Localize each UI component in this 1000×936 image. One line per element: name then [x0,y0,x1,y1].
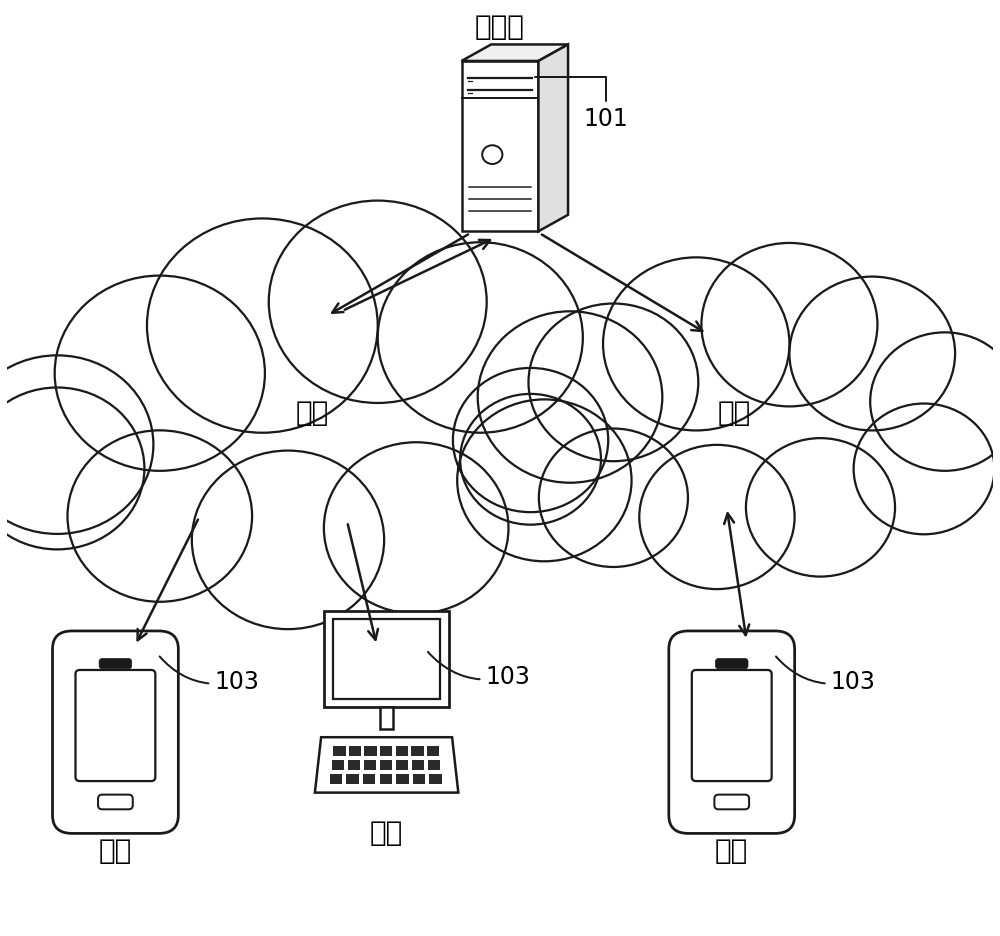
Circle shape [457,400,632,562]
Circle shape [639,445,795,589]
Polygon shape [363,774,375,783]
Polygon shape [462,44,568,61]
Circle shape [746,438,895,577]
Polygon shape [412,760,424,770]
Circle shape [67,431,252,602]
FancyBboxPatch shape [99,659,132,668]
Polygon shape [396,774,409,783]
Polygon shape [396,747,408,756]
Circle shape [324,442,508,614]
FancyBboxPatch shape [714,795,749,810]
Polygon shape [462,61,538,231]
Text: 网络: 网络 [718,400,751,428]
FancyBboxPatch shape [98,795,133,810]
Circle shape [0,356,153,534]
Polygon shape [349,747,361,756]
Ellipse shape [520,344,955,517]
Polygon shape [429,774,442,783]
Circle shape [378,242,583,432]
Circle shape [528,303,698,461]
Circle shape [603,257,789,431]
Polygon shape [413,774,425,783]
Circle shape [269,200,487,403]
Polygon shape [538,44,568,231]
Polygon shape [380,707,393,729]
Circle shape [192,450,384,629]
Circle shape [453,368,608,512]
Polygon shape [332,760,344,770]
Polygon shape [380,760,392,770]
FancyBboxPatch shape [669,631,795,833]
Polygon shape [427,747,439,756]
Polygon shape [380,747,392,756]
Polygon shape [364,760,376,770]
Text: 103: 103 [428,651,530,689]
Polygon shape [346,774,359,783]
Circle shape [147,218,378,432]
Text: 终端: 终端 [99,838,132,866]
Polygon shape [333,620,440,699]
Polygon shape [428,760,440,770]
Polygon shape [380,774,392,783]
Polygon shape [364,747,377,756]
Polygon shape [333,747,346,756]
Text: 网络: 网络 [296,400,329,428]
Circle shape [55,275,265,471]
Text: 终端: 终端 [715,838,748,866]
Text: 103: 103 [160,656,259,694]
Circle shape [539,429,688,567]
Ellipse shape [44,326,583,540]
Polygon shape [411,747,424,756]
Circle shape [0,388,144,549]
Text: 服务器: 服务器 [475,13,525,41]
Circle shape [789,277,955,431]
Polygon shape [348,760,360,770]
Circle shape [701,243,877,406]
Text: 103: 103 [776,656,875,694]
Text: 终端: 终端 [370,819,403,847]
FancyBboxPatch shape [692,670,772,781]
Circle shape [854,403,994,534]
Polygon shape [330,774,342,783]
Circle shape [460,394,601,525]
Polygon shape [315,738,458,793]
Circle shape [870,332,1000,471]
Polygon shape [396,760,408,770]
FancyBboxPatch shape [715,659,748,668]
Text: 101: 101 [535,78,629,131]
Circle shape [478,312,662,483]
FancyBboxPatch shape [75,670,155,781]
Polygon shape [324,611,449,707]
FancyBboxPatch shape [53,631,178,833]
